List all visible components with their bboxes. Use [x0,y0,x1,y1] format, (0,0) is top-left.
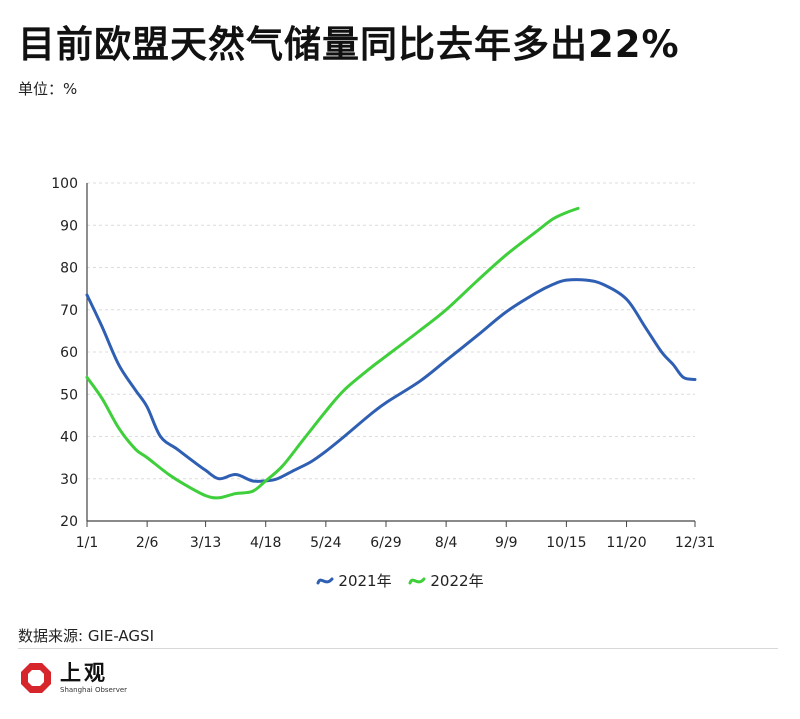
y-tick-label: 20 [60,514,78,530]
y-tick-label: 70 [60,303,78,319]
x-tick-label: 10/15 [546,535,586,551]
data-source: 数据来源: GIE-AGSI [18,627,154,645]
x-tick-label: 11/20 [606,535,646,551]
x-tick-label: 6/29 [370,535,401,551]
x-tick-label: 1/1 [76,535,99,551]
axes [86,183,695,522]
chart-title: 目前欧盟天然气储量同比去年多出22% [18,23,680,66]
y-tick-label: 80 [60,261,78,277]
logo-text: 上观 [60,661,108,685]
y-tick-label: 60 [60,345,78,361]
y-axis-ticks: 20 30 40 50 60 70 80 90 100 [51,176,78,530]
unit-label: 单位：% [18,80,78,98]
x-tick-label: 12/31 [675,535,715,551]
y-tick-label: 50 [60,387,78,403]
legend-swatch-2021 [316,577,334,584]
series-line-2022年 [85,206,580,500]
x-tick-label: 8/4 [435,535,458,551]
x-tick-label: 2/6 [136,535,159,551]
x-tick-label: 5/24 [310,535,342,551]
legend-swatch-2022 [408,577,426,584]
y-tick-label: 100 [51,176,78,192]
grid-lines [87,182,695,480]
divider [18,648,778,649]
logo: 上观 Shanghai Observer [20,662,127,694]
logo-subtext: Shanghai Observer [60,686,128,694]
x-tick-label: 9/9 [495,535,518,551]
legend-item-2021: 2021年 [316,570,392,591]
series-lines [85,206,697,500]
y-tick-label: 40 [60,430,78,446]
legend-label-2021: 2021年 [338,572,392,590]
y-tick-label: 90 [60,218,78,234]
x-axis-ticks: 1/1 2/6 3/13 4/18 5/24 6/29 8/4 9/9 10/15 11/20 12… [76,521,715,551]
legend: 2021年 2022年 [0,570,800,591]
y-tick-label: 30 [60,472,78,488]
logo-icon [21,663,51,693]
x-tick-label: 3/13 [190,535,221,551]
series-line-2021年 [85,278,697,483]
legend-item-2022: 2022年 [408,570,484,591]
line-chart: 20 30 40 50 60 70 80 90 100 1/1 2/6 3/13 4/18 5/24 6/… [51,176,715,551]
legend-label-2022: 2022年 [430,572,484,590]
x-tick-label: 4/18 [250,535,281,551]
